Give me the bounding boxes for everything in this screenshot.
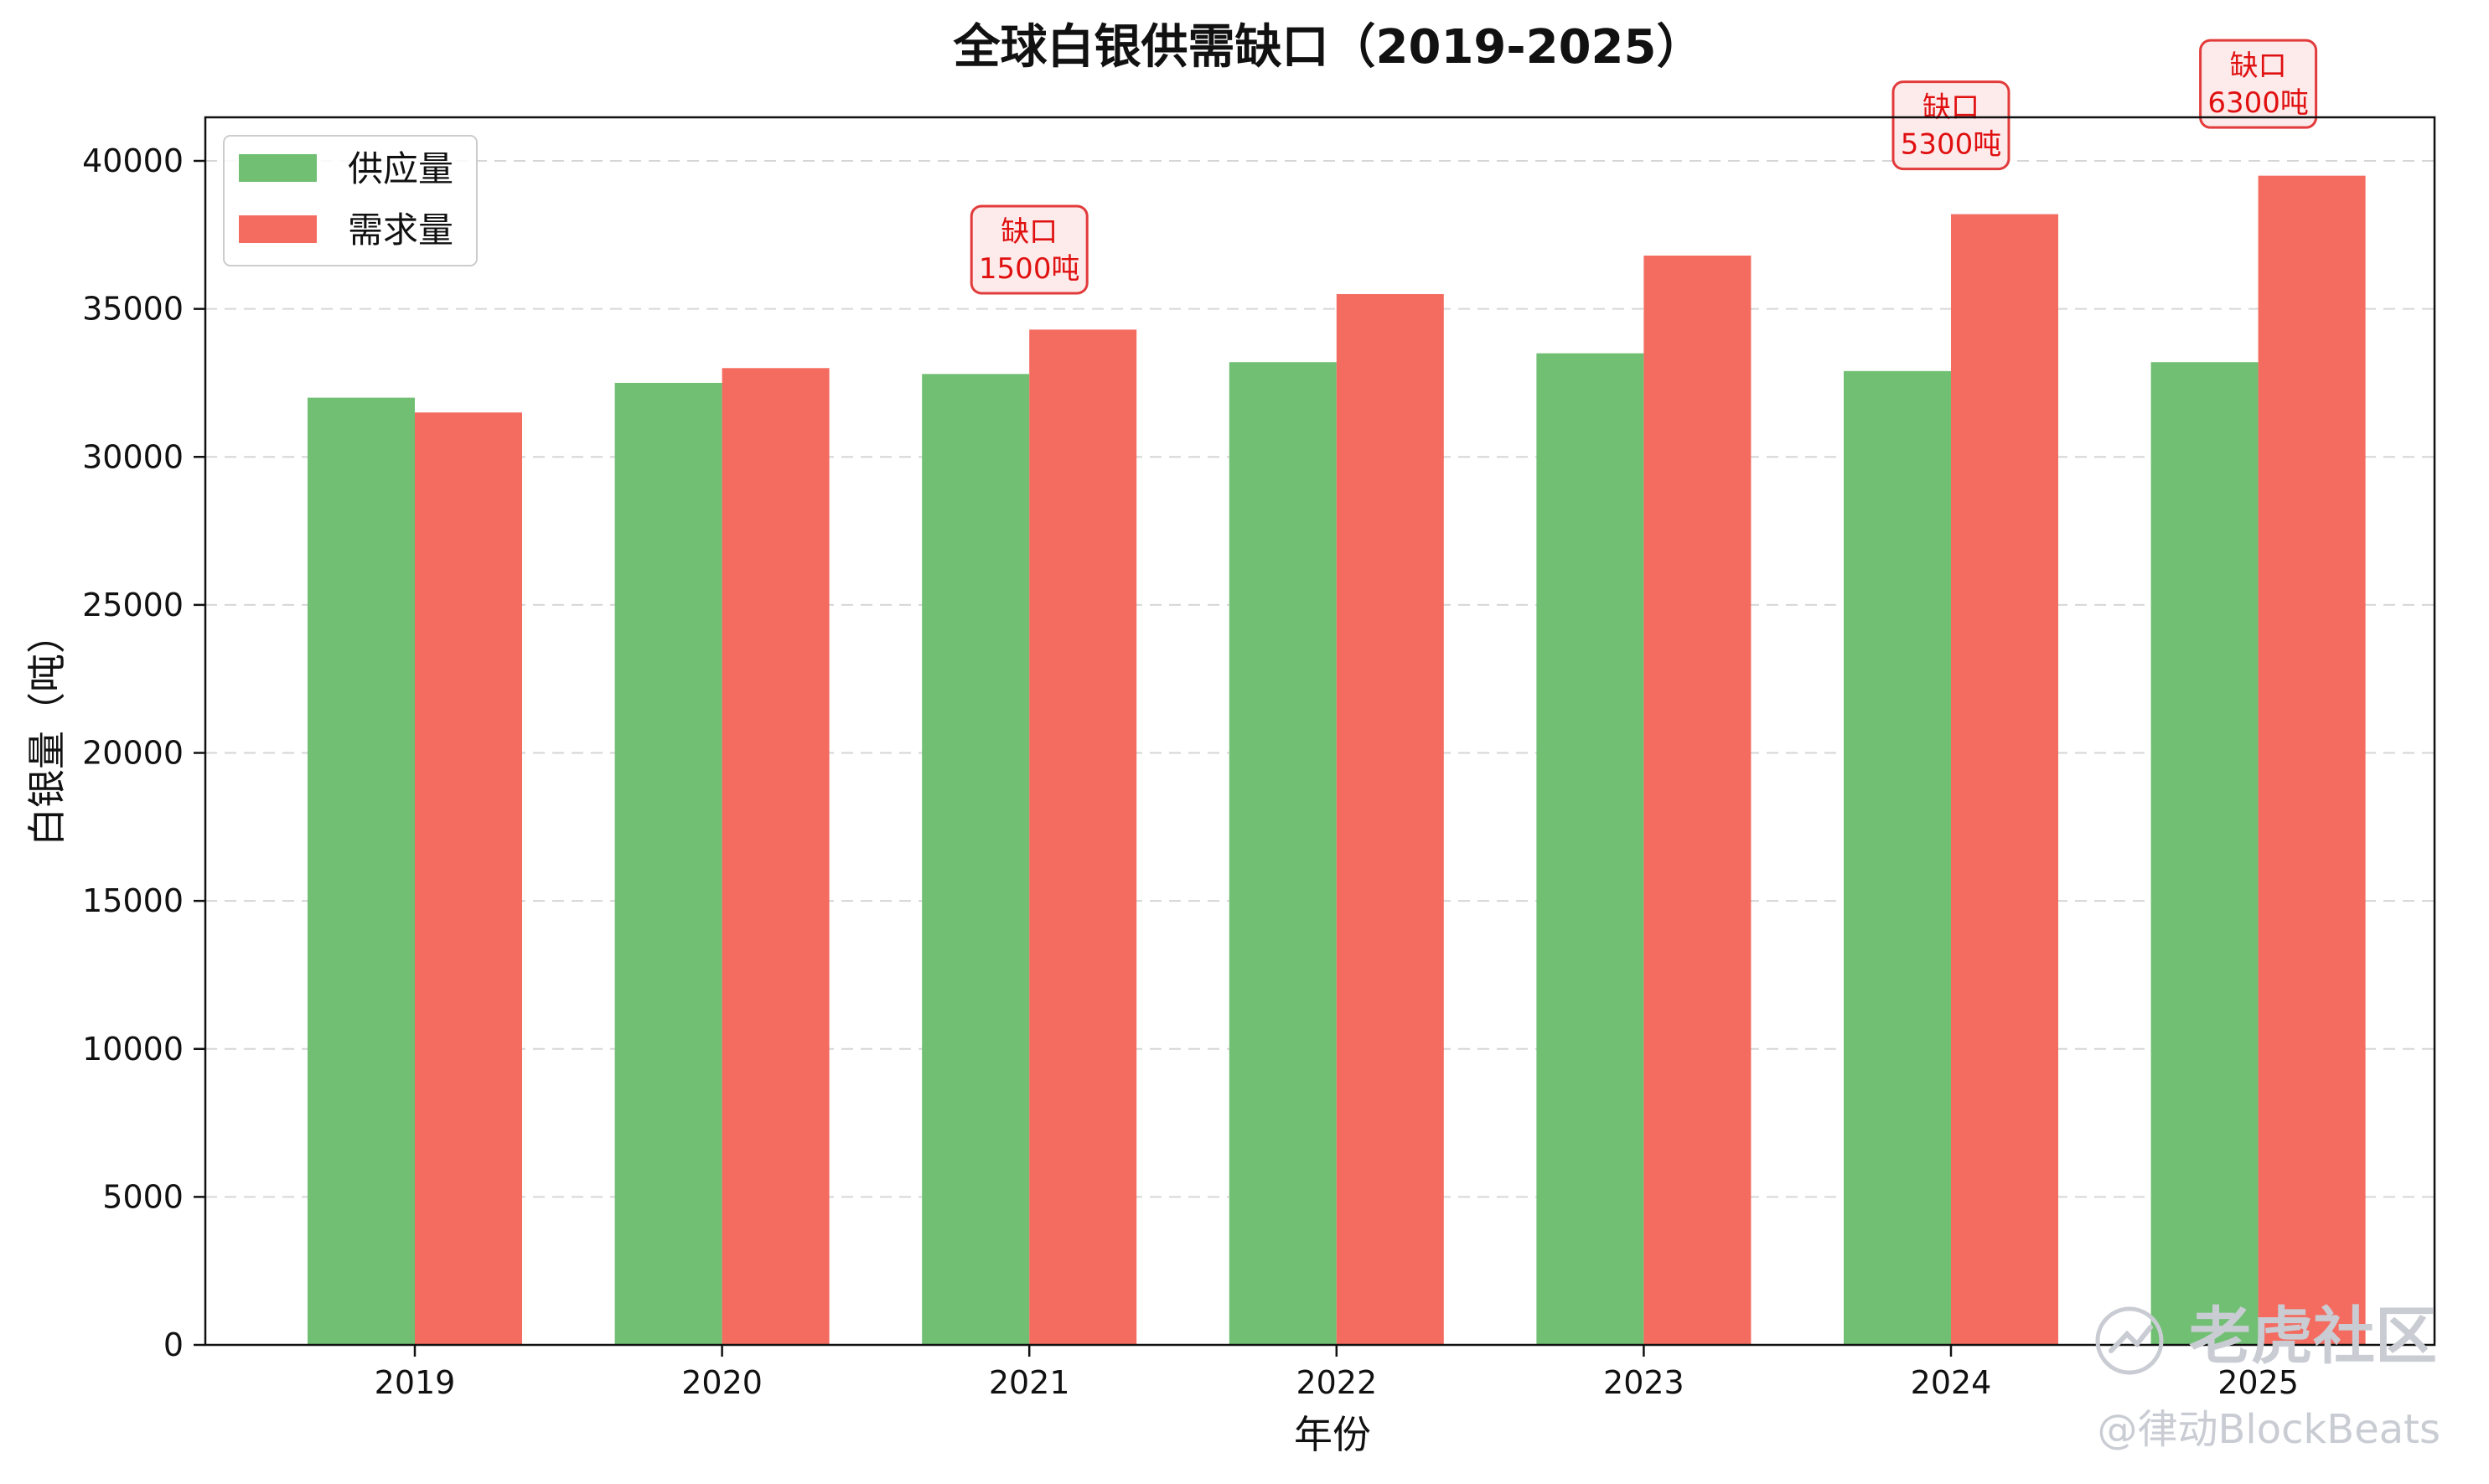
y-tick-label: 20000 bbox=[82, 735, 184, 772]
bar-supply bbox=[922, 374, 1030, 1346]
y-tick-label: 5000 bbox=[102, 1178, 184, 1215]
bar-demand bbox=[1643, 256, 1752, 1345]
watermark-logo-mark bbox=[2109, 1325, 2153, 1353]
x-axis-ticks: 2019 2020 2021 2022 2023 2024 2025 bbox=[375, 1345, 2299, 1401]
annotation-box bbox=[2199, 39, 2318, 129]
annotation-box bbox=[970, 204, 1089, 295]
bar-demand bbox=[1029, 329, 1137, 1345]
bar-demand bbox=[415, 412, 522, 1346]
y-tick-label: 30000 bbox=[82, 438, 184, 475]
y-tick-label: 40000 bbox=[82, 142, 184, 179]
annotation-text: 1500吨 bbox=[979, 252, 1080, 286]
plot-frame bbox=[204, 116, 2436, 1347]
legend-label-demand: 需求量 bbox=[348, 209, 453, 251]
x-tick-label: 2025 bbox=[2217, 1364, 2299, 1401]
legend-swatch-demand bbox=[239, 215, 317, 243]
x-tick-label: 2022 bbox=[1296, 1364, 1377, 1401]
watermark-handle: @律动BlockBeats bbox=[2097, 1406, 2440, 1453]
bar-supply bbox=[2150, 362, 2259, 1346]
watermark: 老虎社区 @律动BlockBeats bbox=[2095, 1300, 2440, 1453]
bar-supply bbox=[1844, 370, 1951, 1345]
watermark-brand: 老虎社区 bbox=[2189, 1300, 2437, 1373]
legend: 供应量 需求量 bbox=[223, 135, 478, 266]
annotation-box bbox=[1891, 80, 2010, 171]
x-tick-label: 2024 bbox=[1911, 1364, 1992, 1401]
bars-group bbox=[308, 175, 2366, 1346]
bar-supply bbox=[308, 397, 415, 1346]
bar-supply bbox=[1229, 362, 1337, 1346]
x-tick-label: 2021 bbox=[989, 1364, 1070, 1401]
annotation-text: 缺口 bbox=[2230, 49, 2287, 83]
chart-title: 全球白银供需缺口（2019-2025） bbox=[953, 20, 1704, 75]
y-tick-label: 0 bbox=[163, 1326, 184, 1363]
y-tick-label: 10000 bbox=[82, 1031, 184, 1068]
bar-demand bbox=[1951, 214, 2058, 1346]
y-axis-ticks: 0 5000 10000 15000 20000 25000 30000 35000 40000 bbox=[82, 142, 205, 1363]
bar-demand bbox=[2258, 175, 2366, 1346]
annotation-text: 缺口 bbox=[1001, 215, 1058, 249]
x-tick-label: 2020 bbox=[681, 1364, 763, 1401]
annotation-text: 缺口 bbox=[1922, 91, 1979, 125]
x-tick-label: 2023 bbox=[1603, 1364, 1684, 1401]
y-tick-label: 15000 bbox=[82, 882, 184, 919]
legend-label-supply: 供应量 bbox=[348, 148, 453, 189]
x-axis-label: 年份 bbox=[1294, 1412, 1371, 1457]
y-tick-label: 35000 bbox=[82, 291, 184, 328]
annotation-text: 6300吨 bbox=[2207, 86, 2309, 120]
watermark-logo-icon bbox=[2095, 1306, 2164, 1375]
annotation-text: 5300吨 bbox=[1901, 128, 2002, 162]
y-tick-label: 25000 bbox=[82, 587, 184, 623]
bar-demand bbox=[722, 368, 830, 1345]
gridlines bbox=[205, 160, 2435, 1198]
legend-swatch-supply bbox=[239, 154, 317, 182]
bar-demand bbox=[1336, 293, 1444, 1345]
bar-supply bbox=[614, 382, 722, 1345]
x-tick-label: 2019 bbox=[375, 1364, 456, 1401]
y-axis-label: 白银量（吨） bbox=[24, 615, 70, 846]
bar-supply bbox=[1536, 353, 1644, 1345]
